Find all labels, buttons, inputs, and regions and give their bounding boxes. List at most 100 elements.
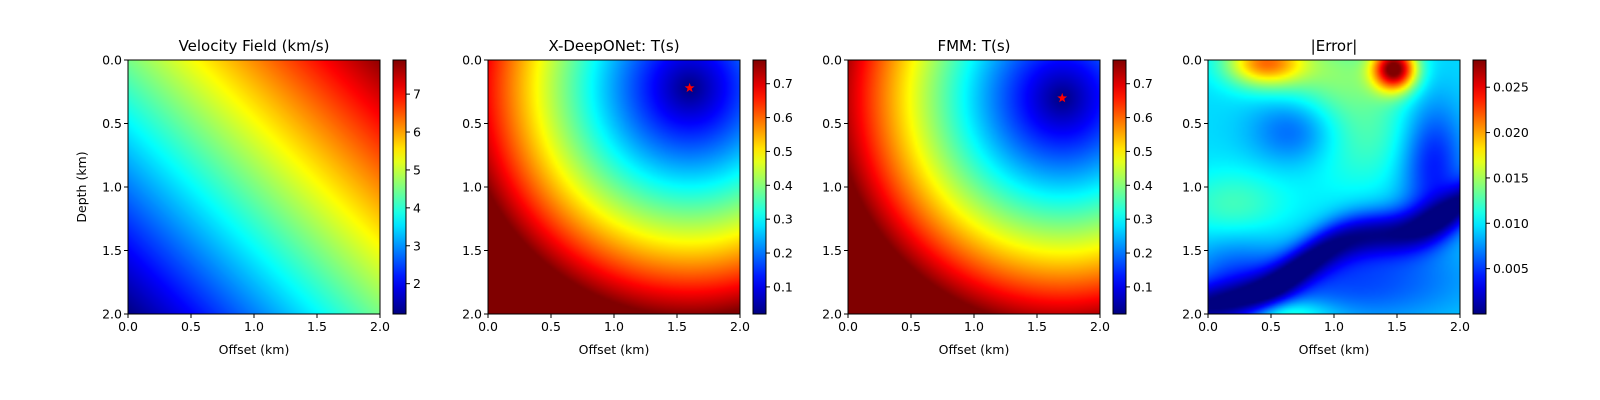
colorbar-tick-label: 0.5 bbox=[773, 144, 793, 159]
y-tick-label: 2.0 bbox=[822, 307, 842, 322]
y-tick-label: 0.5 bbox=[1182, 116, 1202, 131]
colorbar-tick-label: 0.020 bbox=[1493, 125, 1529, 140]
colorbar-tick-label: 6 bbox=[413, 125, 421, 140]
colorbar-tick-label: 0.7 bbox=[773, 76, 793, 91]
colorbar-tick-label: 0.2 bbox=[1133, 246, 1153, 261]
colorbar-tick-label: 7 bbox=[413, 87, 421, 102]
colorbar-frame bbox=[1112, 59, 1127, 315]
heatmap-image bbox=[128, 60, 380, 314]
x-tick-label: 0.5 bbox=[901, 319, 921, 334]
colorbar-tick-label: 0.5 bbox=[1133, 144, 1153, 159]
colorbar-velocity: 2 3 4 5 6 7 bbox=[392, 59, 421, 315]
y-tick-label: 0.5 bbox=[462, 116, 482, 131]
x-axis: 0.0 0.5 1.0 1.5 2.0 bbox=[1198, 314, 1470, 334]
y-axis-label: Depth (km) bbox=[74, 151, 89, 222]
colorbar-tick-label: 0.4 bbox=[1133, 178, 1153, 193]
x-tick-label: 0.5 bbox=[1261, 319, 1281, 334]
y-tick-label: 1.0 bbox=[462, 180, 482, 195]
colorbar-tick-label: 2 bbox=[413, 276, 421, 291]
y-tick-label: 1.5 bbox=[102, 243, 122, 258]
y-axis: 0.0 0.5 1.0 1.5 2.0 bbox=[462, 53, 488, 322]
x-tick-label: 1.0 bbox=[604, 319, 624, 334]
y-tick-label: 1.5 bbox=[822, 243, 842, 258]
x-axis-label: Offset (km) bbox=[219, 342, 290, 357]
y-tick-label: 0.5 bbox=[822, 116, 842, 131]
x-tick-label: 1.5 bbox=[667, 319, 687, 334]
x-tick-label: 1.5 bbox=[1027, 319, 1047, 334]
source-marker bbox=[684, 82, 695, 93]
x-tick-label: 2.0 bbox=[1090, 319, 1110, 334]
y-tick-label: 1.0 bbox=[1182, 180, 1202, 195]
colorbar-tick-label: 3 bbox=[413, 238, 421, 253]
y-tick-label: 0.0 bbox=[822, 53, 842, 68]
panel-xdeeponet: X-DeepONet: T(s) 0.0 0.5 1.0 1.5 2.0 0.0 0.5 1… bbox=[462, 37, 750, 357]
y-axis: 0.0 0.5 1.0 1.5 2.0 bbox=[1182, 53, 1208, 322]
x-axis: 0.0 0.5 1.0 1.5 2.0 bbox=[838, 314, 1110, 334]
x-tick-label: 0.5 bbox=[541, 319, 561, 334]
x-tick-label: 0.0 bbox=[1198, 319, 1218, 334]
y-tick-label: 1.0 bbox=[102, 180, 122, 195]
source-star bbox=[1057, 92, 1068, 103]
panel-error: |Error| 0.0 0.5 1.0 1.5 2.0 0.00.51.01.52.0 … bbox=[1182, 37, 1470, 357]
x-tick-label: 2.0 bbox=[1450, 319, 1470, 334]
colorbar-tick-label: 0.3 bbox=[1133, 212, 1153, 227]
colorbar-frame bbox=[1472, 59, 1487, 315]
colorbar-tick-label: 0.015 bbox=[1493, 170, 1529, 185]
colorbar-frame bbox=[752, 59, 767, 315]
y-tick-label: 1.5 bbox=[462, 243, 482, 258]
x-tick-label: 1.5 bbox=[307, 319, 327, 334]
y-tick-label: 1.5 bbox=[1182, 243, 1202, 258]
colorbar-gradient bbox=[1113, 60, 1126, 314]
x-tick-label: 0.0 bbox=[838, 319, 858, 334]
y-axis: 0.0 0.5 1.0 1.5 2.0 bbox=[822, 53, 848, 322]
colorbar-tick-label: 0.7 bbox=[1133, 76, 1153, 91]
heatmap-image bbox=[488, 60, 740, 314]
colorbar-tick-label: 0.4 bbox=[773, 178, 793, 193]
colorbar-tick-label: 0.025 bbox=[1493, 80, 1529, 95]
y-tick-label: 0.5 bbox=[102, 116, 122, 131]
heatmap-image bbox=[848, 60, 1100, 314]
colorbar-tick-label: 0.1 bbox=[1133, 279, 1153, 294]
colorbar-tick-label: 0.2 bbox=[773, 246, 793, 261]
colorbar-tick-label: 0.6 bbox=[773, 110, 793, 125]
x-tick-label: 1.0 bbox=[1324, 319, 1344, 334]
x-tick-label: 1.0 bbox=[244, 319, 264, 334]
colorbar-tick-label: 0.010 bbox=[1493, 216, 1529, 231]
y-tick-label: 0.0 bbox=[102, 53, 122, 68]
colorbar-frame bbox=[392, 59, 407, 315]
y-tick-label: 2.0 bbox=[462, 307, 482, 322]
colorbar-gradient bbox=[753, 60, 766, 314]
colorbar-xdeeponet: 0.1 0.2 0.3 0.4 0.5 0.6 0.7 bbox=[752, 59, 793, 315]
y-tick-label: 0.0 bbox=[462, 53, 482, 68]
colorbar-tick-label: 4 bbox=[413, 200, 421, 215]
x-axis-label: Offset (km) bbox=[1299, 342, 1370, 357]
panel-title: Velocity Field (km/s) bbox=[179, 37, 330, 55]
panel-title: FMM: T(s) bbox=[937, 37, 1010, 55]
x-axis-label: Offset (km) bbox=[579, 342, 650, 357]
colorbar-gradient bbox=[393, 60, 406, 314]
colorbar-tick-label: 5 bbox=[413, 162, 421, 177]
x-tick-label: 2.0 bbox=[370, 319, 390, 334]
x-tick-label: 0.5 bbox=[181, 319, 201, 334]
x-tick-label: 1.5 bbox=[1387, 319, 1407, 334]
x-tick-label: 0.0 bbox=[118, 319, 138, 334]
panel-title: X-DeepONet: T(s) bbox=[548, 37, 679, 55]
y-tick-label: 0.0 bbox=[1182, 53, 1202, 68]
x-axis: 0.0 0.5 1.0 1.5 2.0 bbox=[478, 314, 750, 334]
colorbar-tick-label: 0.1 bbox=[773, 279, 793, 294]
heatmap-image bbox=[1208, 60, 1460, 314]
colorbar-error: 0.005 0.010 0.015 0.020 0.025 bbox=[1472, 59, 1529, 315]
colorbar-fmm: 0.1 0.2 0.3 0.4 0.5 0.6 0.7 bbox=[1112, 59, 1153, 315]
panel-title: |Error| bbox=[1311, 37, 1358, 55]
panel-velocity: Velocity Field (km/s) 0.0 0.5 1.0 1.5 2.0 0.… bbox=[74, 37, 390, 357]
colorbar-gradient bbox=[1473, 60, 1486, 314]
y-tick-label: 2.0 bbox=[102, 307, 122, 322]
source-marker bbox=[1057, 92, 1068, 103]
colorbar-tick-label: 0.6 bbox=[1133, 110, 1153, 125]
y-tick-label: 1.0 bbox=[822, 180, 842, 195]
x-axis-label: Offset (km) bbox=[939, 342, 1010, 357]
x-tick-label: 0.0 bbox=[478, 319, 498, 334]
x-axis: 0.0 0.5 1.0 1.5 2.0 bbox=[118, 314, 390, 334]
colorbar-tick-label: 0.3 bbox=[773, 212, 793, 227]
